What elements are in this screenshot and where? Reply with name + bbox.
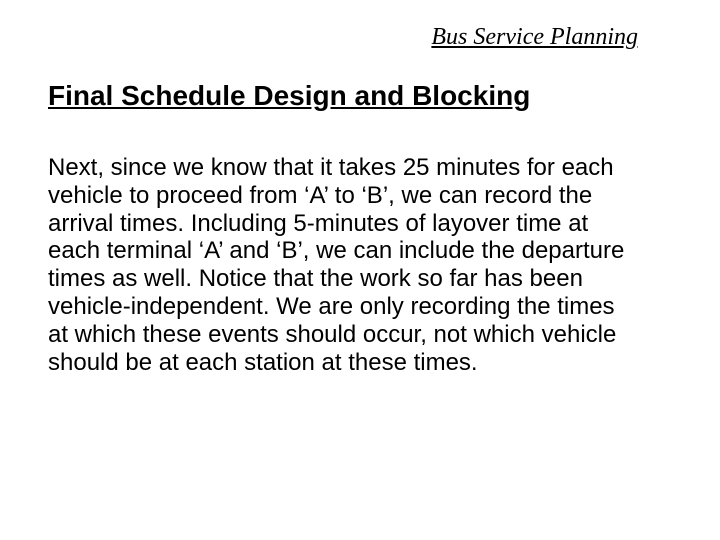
slide-body: Next, since we know that it takes 25 min… bbox=[48, 154, 628, 377]
slide: Bus Service Planning Final Schedule Desi… bbox=[0, 0, 720, 540]
slide-header: Bus Service Planning bbox=[431, 24, 638, 51]
slide-title: Final Schedule Design and Blocking bbox=[48, 80, 530, 112]
